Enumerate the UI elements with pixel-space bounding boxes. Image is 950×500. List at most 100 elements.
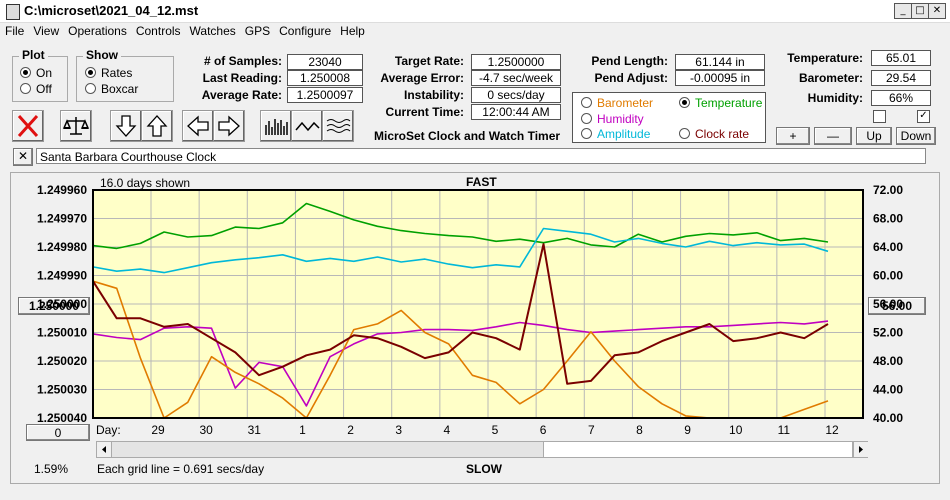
- scale-minus-button[interactable]: —: [814, 127, 852, 145]
- x-axis-tick: 29: [151, 423, 165, 437]
- menu-file[interactable]: File: [5, 24, 25, 38]
- left-axis-tick: 1.250020: [37, 354, 87, 368]
- show-rates-option[interactable]: Rates: [85, 66, 132, 80]
- right-axis-tick: 60.00: [873, 269, 903, 283]
- plot-on-label: On: [36, 66, 53, 80]
- overlay-amplitude-option[interactable]: Amplitude: [581, 127, 650, 141]
- plot-off-option[interactable]: Off: [20, 82, 52, 96]
- move-up-button[interactable]: [141, 110, 173, 142]
- show-rates-radio[interactable]: [85, 67, 96, 78]
- maximize-button[interactable]: □: [911, 3, 929, 19]
- show-boxcar-radio[interactable]: [85, 83, 96, 94]
- overlay-humidity-label: Humidity: [597, 112, 644, 126]
- pend-adjust-label: Pend Adjust:: [594, 71, 668, 85]
- scale-plus-button[interactable]: +: [776, 127, 810, 145]
- menu-gps[interactable]: GPS: [244, 24, 271, 38]
- plot-on-option[interactable]: On: [20, 66, 52, 80]
- current-time-label: Current Time:: [385, 105, 464, 119]
- temperature-label: Temperature:: [787, 51, 863, 65]
- overlay-temperature-radio[interactable]: [679, 97, 690, 108]
- wave-lines-icon: [326, 119, 351, 133]
- plot-on-radio[interactable]: [20, 67, 31, 78]
- scroll-left-arrow-icon[interactable]: [97, 442, 112, 457]
- barometer-value: 29.54: [871, 70, 931, 86]
- plot-off-radio[interactable]: [20, 83, 31, 94]
- plot-off-label: Off: [36, 82, 52, 96]
- target-rate-value: 1.2500000: [471, 54, 561, 70]
- x-axis-tick: 8: [636, 423, 643, 437]
- app-icon: [6, 4, 20, 20]
- menu-controls[interactable]: Controls: [135, 24, 181, 38]
- barometer-label: Barometer:: [798, 71, 863, 85]
- right-checkbox[interactable]: ✓: [917, 110, 930, 123]
- overlay-humidity-option[interactable]: Humidity: [581, 112, 644, 126]
- line-graph-icon: [295, 121, 320, 132]
- show-rates-label: Rates: [101, 66, 133, 80]
- last-reading-label: Last Reading:: [202, 71, 282, 85]
- menu-configure[interactable]: Configure: [279, 24, 332, 38]
- clock-close-button[interactable]: ✕: [13, 148, 33, 166]
- clock-name-field[interactable]: Santa Barbara Courthouse Clock: [36, 148, 926, 164]
- scroll-right-arrow-icon[interactable]: [853, 442, 868, 457]
- overlay-barometer-option[interactable]: Barometer: [581, 96, 653, 110]
- right-axis-tick: 68.00: [873, 212, 903, 226]
- temperature-value: 65.01: [871, 50, 931, 66]
- right-axis-tick: 40.00: [873, 411, 903, 425]
- menu-watches[interactable]: Watches: [189, 24, 236, 38]
- arrow-left-icon: [187, 115, 209, 137]
- move-left-button[interactable]: [182, 110, 214, 142]
- show-group-title: Show: [83, 48, 121, 62]
- show-boxcar-option[interactable]: Boxcar: [85, 82, 138, 96]
- bars-view-button[interactable]: [260, 110, 292, 142]
- menu-bar: File View Operations Controls Watches GPS Conf…: [0, 23, 950, 41]
- scale-down-button[interactable]: Down: [896, 127, 936, 145]
- overlay-clock-rate-radio[interactable]: [679, 128, 690, 139]
- x-axis-tick: 7: [588, 423, 595, 437]
- move-down-button[interactable]: [110, 110, 142, 142]
- left-checkbox[interactable]: [873, 110, 886, 123]
- scale-balance-icon: [62, 117, 90, 135]
- overlay-options-box: Barometer Temperature Humidity Amplitude…: [572, 92, 766, 143]
- close-button[interactable]: ✕: [928, 3, 946, 19]
- left-axis-tick: 1.250030: [37, 383, 87, 397]
- menu-view[interactable]: View: [33, 24, 60, 38]
- x-axis-tick: 2: [347, 423, 354, 437]
- balance-button[interactable]: [60, 110, 92, 142]
- left-axis-tick: 1.249990: [37, 269, 87, 283]
- plot-group-title: Plot: [19, 48, 48, 62]
- overlay-temperature-option[interactable]: Temperature: [679, 96, 762, 110]
- scroll-thumb[interactable]: [543, 442, 853, 457]
- last-reading-value: 1.250008: [287, 70, 363, 86]
- right-axis-center-button[interactable]: 56.00: [868, 297, 926, 315]
- overlay-amplitude-radio[interactable]: [581, 128, 592, 139]
- clear-button[interactable]: [12, 110, 44, 142]
- series-line-humidity: [92, 320, 829, 407]
- overlay-temperature-label: Temperature: [695, 96, 763, 110]
- overlay-humidity-radio[interactable]: [581, 113, 592, 124]
- pend-length-label: Pend Length:: [591, 54, 668, 68]
- menu-help[interactable]: Help: [340, 24, 365, 38]
- bottom-left-button[interactable]: 0: [26, 424, 90, 441]
- series-line-temperature: [92, 202, 829, 250]
- instability-value: 0 secs/day: [471, 87, 561, 103]
- arrow-right-icon: [218, 115, 240, 137]
- plot-border: [92, 189, 864, 419]
- avg-error-label: Average Error:: [380, 71, 464, 85]
- x-axis-tick: 12: [825, 423, 839, 437]
- overlay-clock-rate-label: Clock rate: [695, 127, 750, 141]
- move-right-button[interactable]: [213, 110, 245, 142]
- horizontal-scrollbar[interactable]: [96, 441, 868, 458]
- bar-graph-icon: [265, 119, 288, 135]
- overlay-barometer-radio[interactable]: [581, 97, 592, 108]
- wave-view-button[interactable]: [322, 110, 354, 142]
- scale-up-button[interactable]: Up: [856, 127, 892, 145]
- x-axis-tick: 31: [248, 423, 262, 437]
- right-axis-tick: 64.00: [873, 240, 903, 254]
- right-axis-tick: 72.00: [873, 183, 903, 197]
- avg-error-value: -4.7 sec/week: [471, 70, 561, 86]
- overlay-clock-rate-option[interactable]: Clock rate: [679, 127, 749, 141]
- left-axis-tick: 1.250040: [37, 411, 87, 425]
- samples-value: 23040: [287, 54, 363, 70]
- left-axis-center-button[interactable]: 1.250000: [18, 297, 90, 315]
- menu-operations[interactable]: Operations: [68, 24, 127, 38]
